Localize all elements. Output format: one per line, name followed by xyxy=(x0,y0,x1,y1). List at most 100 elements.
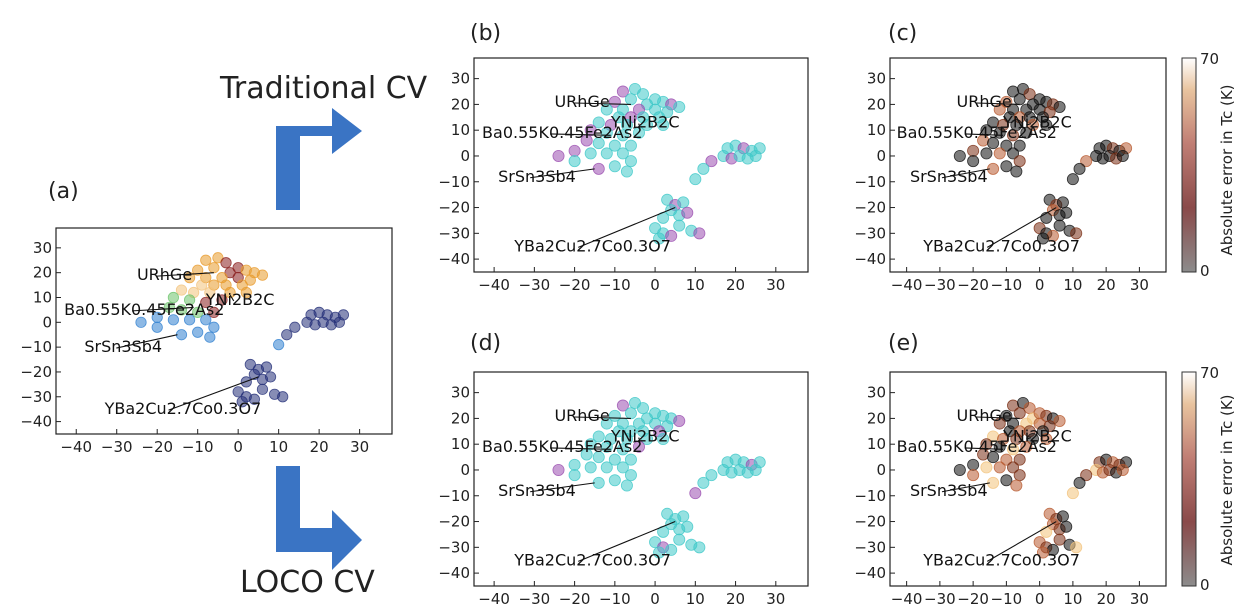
scatter-point xyxy=(608,474,621,487)
scatter-point xyxy=(240,286,252,299)
x-tick-label: 20 xyxy=(310,438,329,456)
x-tick-label: 10 xyxy=(686,590,705,608)
scatter-point xyxy=(1073,162,1086,175)
scatter-point xyxy=(592,137,605,150)
annotation-label: Ba0.55K0.45Fe2As2 xyxy=(897,437,1057,456)
scatter-point xyxy=(592,451,605,464)
colorbar-top-gradient xyxy=(1181,57,1197,273)
scatter-point xyxy=(1056,196,1069,209)
scatter-point xyxy=(612,425,625,438)
y-tick-label: −40 xyxy=(854,564,886,582)
y-tick-label: −10 xyxy=(20,338,52,356)
scatter-point xyxy=(1116,463,1129,476)
scatter-point xyxy=(552,149,565,162)
scatter-point xyxy=(624,139,637,152)
scatter-point xyxy=(1013,453,1026,466)
y-tick-label: −20 xyxy=(854,199,886,217)
scatter-point xyxy=(151,321,163,333)
scatter-point xyxy=(637,402,650,415)
annotation-line xyxy=(156,272,214,277)
scatter-point xyxy=(1040,211,1053,224)
annotation-line xyxy=(976,416,1020,419)
scatter-point xyxy=(568,458,581,471)
annotation-label: YBa2Cu2.7Co0.3O7 xyxy=(922,550,1080,569)
annotation-label: Ba0.55K0.45Fe2As2 xyxy=(897,123,1057,142)
scatter-point xyxy=(192,264,204,276)
annotation-label: SrSn3Sb4 xyxy=(498,167,576,186)
scatter-point xyxy=(616,147,629,160)
scatter-point xyxy=(705,469,718,482)
x-tick-label: 20 xyxy=(726,590,745,608)
scatter-point xyxy=(167,314,179,326)
scatter-point xyxy=(616,399,629,412)
scatter-point xyxy=(592,476,605,489)
x-tick-label: 10 xyxy=(269,438,288,456)
scatter-point xyxy=(1013,155,1026,168)
annotation-line xyxy=(1026,123,1032,126)
scatter-point xyxy=(175,304,188,316)
colorbar-bottom-label: Absolute error in Tc (K) xyxy=(1218,394,1236,565)
y-tick-label: 20 xyxy=(867,409,886,427)
scatter-point xyxy=(673,219,686,232)
scatter-point xyxy=(641,119,654,132)
scatter-panel-b: −40 −30 −20 −10 0 10 20 30 −40 −30 −20 −10 0 10 20 30 UR… xyxy=(438,57,809,294)
scatter-point xyxy=(967,469,980,482)
scatter-point xyxy=(584,438,597,451)
scatter-point xyxy=(624,155,637,168)
scatter-point xyxy=(277,391,289,403)
annotation-label: Ba0.55K0.45Fe2As2 xyxy=(482,437,642,456)
colorbar-top: 70 0 Absolute error in Tc (K) xyxy=(1181,50,1236,280)
scatter-point xyxy=(212,252,224,264)
scatter-point xyxy=(673,533,686,546)
scatter-point xyxy=(967,458,980,471)
panel-label-e: (e) xyxy=(888,331,919,356)
annotation-line xyxy=(132,306,194,312)
scatter-point xyxy=(1040,525,1053,538)
scatter-point xyxy=(993,461,1006,474)
y-tick-label: 30 xyxy=(867,384,886,402)
arrow-loco xyxy=(276,466,362,570)
y-tick-label: −40 xyxy=(438,250,470,268)
scatter-point xyxy=(1000,160,1013,173)
annotation-label: URhGe xyxy=(554,406,609,425)
annotation-label: YNi2B2C xyxy=(610,113,680,132)
y-tick-label: 0 xyxy=(876,147,886,165)
x-tick-label: −40 xyxy=(478,276,510,294)
scatter-point xyxy=(568,469,581,482)
annotation-label: SrSn3Sb4 xyxy=(910,481,988,500)
scatter-point xyxy=(1070,227,1083,240)
scatter-point xyxy=(987,137,1000,150)
scatter-point xyxy=(208,321,220,333)
scatter-point xyxy=(1053,219,1066,232)
scatter-point xyxy=(333,316,345,328)
scatter-point xyxy=(224,267,236,279)
annotation-label: URhGe xyxy=(957,406,1012,425)
y-tick-label: 10 xyxy=(867,435,886,453)
scatter-point xyxy=(693,541,706,554)
scatter-point xyxy=(1040,119,1053,132)
annotation-line xyxy=(578,207,676,248)
scatter-point xyxy=(1010,165,1023,178)
x-tick-label: 0 xyxy=(233,438,243,456)
scatter-point xyxy=(673,100,686,113)
scatter-point xyxy=(1060,520,1073,533)
scatter-point xyxy=(552,463,565,476)
annotation-line xyxy=(941,168,990,179)
scatter-point xyxy=(697,162,710,175)
y-tick-label: 30 xyxy=(451,384,470,402)
scatter-point xyxy=(256,383,269,395)
colorbar-bottom-max: 70 xyxy=(1200,364,1219,382)
scatter-point xyxy=(568,144,581,157)
scatter-point xyxy=(953,463,966,476)
y-tick-label: −40 xyxy=(20,413,52,431)
annotation-line xyxy=(986,207,1057,248)
scatter-point xyxy=(208,306,220,318)
scatter-point xyxy=(1070,541,1083,554)
scatter-point xyxy=(1007,443,1020,456)
scatter-point xyxy=(616,443,629,456)
scatter-point xyxy=(220,257,232,269)
scatter-point xyxy=(600,461,613,474)
scatter-point xyxy=(1036,546,1049,559)
annotation-label: SrSn3Sb4 xyxy=(84,337,162,356)
x-tick-label: −20 xyxy=(559,276,591,294)
